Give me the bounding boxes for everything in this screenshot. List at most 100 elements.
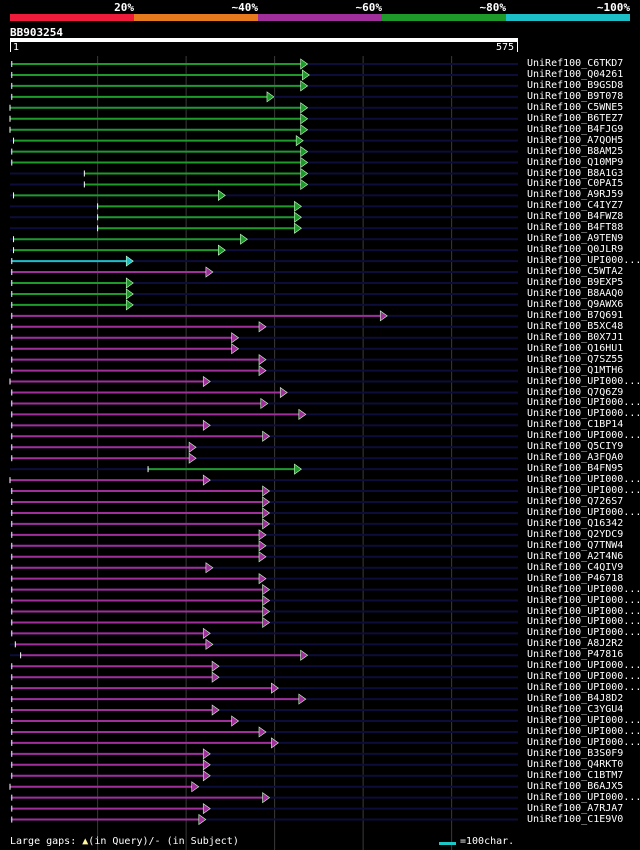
- hit-label[interactable]: UniRef100_UPI000...: [527, 791, 640, 803]
- hit-label[interactable]: UniRef100_UPI000...: [527, 725, 640, 737]
- hit-label[interactable]: UniRef100_B3S0F9: [527, 747, 624, 759]
- hit-label[interactable]: UniRef100_B6AJX5: [527, 780, 624, 792]
- hit-label[interactable]: UniRef100_C5WTA2: [527, 266, 624, 278]
- hit-label[interactable]: UniRef100_UPI000...: [527, 485, 640, 497]
- hit-end-arrow: [202, 627, 211, 639]
- hit-label[interactable]: UniRef100_Q7TNW4: [527, 539, 624, 551]
- hit-label[interactable]: UniRef100_A9RJ59: [527, 189, 624, 201]
- hit-end-arrow: [262, 485, 271, 497]
- hit-label[interactable]: UniRef100_UPI000...: [527, 682, 640, 694]
- hit-label[interactable]: UniRef100_B6TEZ7: [527, 112, 624, 124]
- hit-label[interactable]: UniRef100_C4QIV9: [527, 561, 624, 573]
- hit-label[interactable]: UniRef100_UPI000...: [527, 408, 640, 420]
- hit-label[interactable]: UniRef100_C1BP14: [527, 419, 624, 431]
- hit-label[interactable]: UniRef100_UPI000...: [527, 671, 640, 683]
- hit-end-arrow: [262, 496, 271, 508]
- hit-end-arrow: [202, 419, 211, 431]
- hit-label[interactable]: UniRef100_Q16HU1: [527, 342, 624, 354]
- hit-label[interactable]: UniRef100_B9GSD8: [527, 79, 624, 91]
- hit-label[interactable]: UniRef100_B9T078: [527, 90, 624, 102]
- footer-in-query: (in Query)/: [88, 836, 155, 847]
- hit-label[interactable]: UniRef100_UPI000...: [527, 397, 640, 409]
- hit-label[interactable]: UniRef100_B7Q691: [527, 309, 624, 321]
- hit-label[interactable]: UniRef100_A9TEN9: [527, 233, 624, 245]
- hit-label[interactable]: UniRef100_B4FJG9: [527, 123, 624, 135]
- hit-label[interactable]: UniRef100_UPI000...: [527, 583, 640, 595]
- hit-label[interactable]: UniRef100_B9EXP5: [527, 277, 624, 288]
- hit-end-arrow: [298, 408, 307, 420]
- hit-label[interactable]: UniRef100_UPI000...: [527, 474, 640, 486]
- query-end-tick: [517, 42, 518, 52]
- hit-label[interactable]: UniRef100_A8J2R2: [527, 638, 624, 650]
- hit-label[interactable]: UniRef100_Q7SZ55: [527, 353, 624, 365]
- scale-bar: [439, 842, 456, 845]
- hit-end-arrow: [202, 748, 211, 760]
- hit-label[interactable]: UniRef100_B0X7J1: [527, 331, 624, 343]
- hit-end-arrow: [294, 200, 302, 212]
- hit-end-arrow: [125, 288, 134, 300]
- hit-label[interactable]: UniRef100_Q7Q6Z9: [527, 386, 624, 398]
- hit-label[interactable]: UniRef100_C6TKD7: [527, 58, 624, 69]
- hit-end-arrow: [300, 80, 309, 92]
- hit-end-arrow: [302, 69, 310, 81]
- hit-label[interactable]: UniRef100_UPI000...: [527, 715, 640, 726]
- hit-label[interactable]: UniRef100_Q16342: [527, 517, 624, 529]
- hit-label[interactable]: UniRef100_B8AM25: [527, 145, 624, 157]
- hit-end-arrow: [379, 310, 388, 322]
- hit-label[interactable]: UniRef100_Q04261: [527, 68, 624, 80]
- hit-end-arrow: [258, 321, 267, 333]
- hit-end-arrow: [294, 222, 302, 234]
- hit-label[interactable]: UniRef100_UPI000...: [527, 255, 640, 267]
- hit-label[interactable]: UniRef100_UPI000...: [527, 375, 640, 387]
- hit-label[interactable]: UniRef100_UPI000...: [527, 627, 640, 639]
- hit-label[interactable]: UniRef100_C3YGU4: [527, 704, 624, 716]
- hit-label[interactable]: UniRef100_C0PAI5: [527, 178, 624, 190]
- hit-label[interactable]: UniRef100_C4IYZ7: [527, 200, 624, 212]
- hit-label[interactable]: UniRef100_B8AAQ0: [527, 287, 624, 299]
- hit-end-arrow: [258, 354, 267, 366]
- hit-end-arrow: [202, 474, 211, 486]
- hit-label[interactable]: UniRef100_Q0JLR9: [527, 244, 624, 256]
- hit-label[interactable]: UniRef100_C5WNE5: [527, 101, 624, 113]
- hit-label[interactable]: UniRef100_Q10MP9: [527, 156, 624, 168]
- hit-label[interactable]: UniRef100_A7QOH5: [527, 134, 624, 146]
- hit-label[interactable]: UniRef100_P46718: [527, 572, 624, 584]
- hit-label[interactable]: UniRef100_P47816: [527, 649, 624, 661]
- legend-segment-60: [258, 14, 382, 21]
- hit-label[interactable]: UniRef100_UPI000...: [527, 594, 640, 606]
- hit-label[interactable]: UniRef100_UPI000...: [527, 616, 640, 628]
- hit-label[interactable]: UniRef100_B4FT88: [527, 222, 624, 234]
- hit-label[interactable]: UniRef100_B4FN95: [527, 463, 624, 475]
- hit-end-arrow: [300, 102, 309, 114]
- hit-end-arrow: [211, 704, 220, 716]
- hit-label[interactable]: UniRef100_C1BTM7: [527, 769, 624, 781]
- hit-label[interactable]: UniRef100_A3FQA0: [527, 452, 624, 464]
- hit-end-arrow: [217, 244, 226, 256]
- hit-end-arrow: [262, 507, 271, 519]
- hit-label[interactable]: UniRef100_Q4RKT0: [527, 758, 624, 770]
- hit-label[interactable]: UniRef100_Q726S7: [527, 496, 624, 507]
- hit-label[interactable]: UniRef100_UPI000...: [527, 430, 640, 442]
- hit-end-arrow: [262, 616, 271, 629]
- hit-label[interactable]: UniRef100_Q5CIY9: [527, 441, 624, 453]
- hit-label[interactable]: UniRef100_Q2YDC9: [527, 528, 624, 540]
- footer: Large gaps: ▲(in Query)/- (in Subject): [10, 836, 239, 847]
- hit-label[interactable]: UniRef100_UPI000...: [527, 660, 640, 672]
- hit-end-arrow: [262, 605, 271, 618]
- hit-label[interactable]: UniRef100_A2T4N6: [527, 550, 624, 562]
- hit-label[interactable]: UniRef100_C1E9V0: [527, 813, 624, 825]
- hit-label[interactable]: UniRef100_B4J8D2: [527, 693, 624, 705]
- hit-label[interactable]: UniRef100_A7RJA7: [527, 802, 624, 814]
- hit-label[interactable]: UniRef100_B8A1G3: [527, 167, 624, 179]
- hit-end-arrow: [300, 167, 309, 180]
- hit-label[interactable]: UniRef100_Q9AWX6: [527, 298, 624, 310]
- hit-label[interactable]: UniRef100_UPI000...: [527, 506, 640, 518]
- hit-label[interactable]: UniRef100_B5XC48: [527, 320, 624, 332]
- legend-label-100: ~100%: [596, 1, 630, 14]
- hit-label[interactable]: UniRef100_B4FWZ8: [527, 211, 624, 223]
- hit-label[interactable]: UniRef100_UPI000...: [527, 736, 640, 748]
- legend-segment-20: [10, 14, 134, 21]
- hit-end-arrow: [271, 682, 279, 694]
- hit-label[interactable]: UniRef100_UPI000...: [527, 605, 640, 617]
- hit-label[interactable]: UniRef100_Q1MTH6: [527, 364, 624, 376]
